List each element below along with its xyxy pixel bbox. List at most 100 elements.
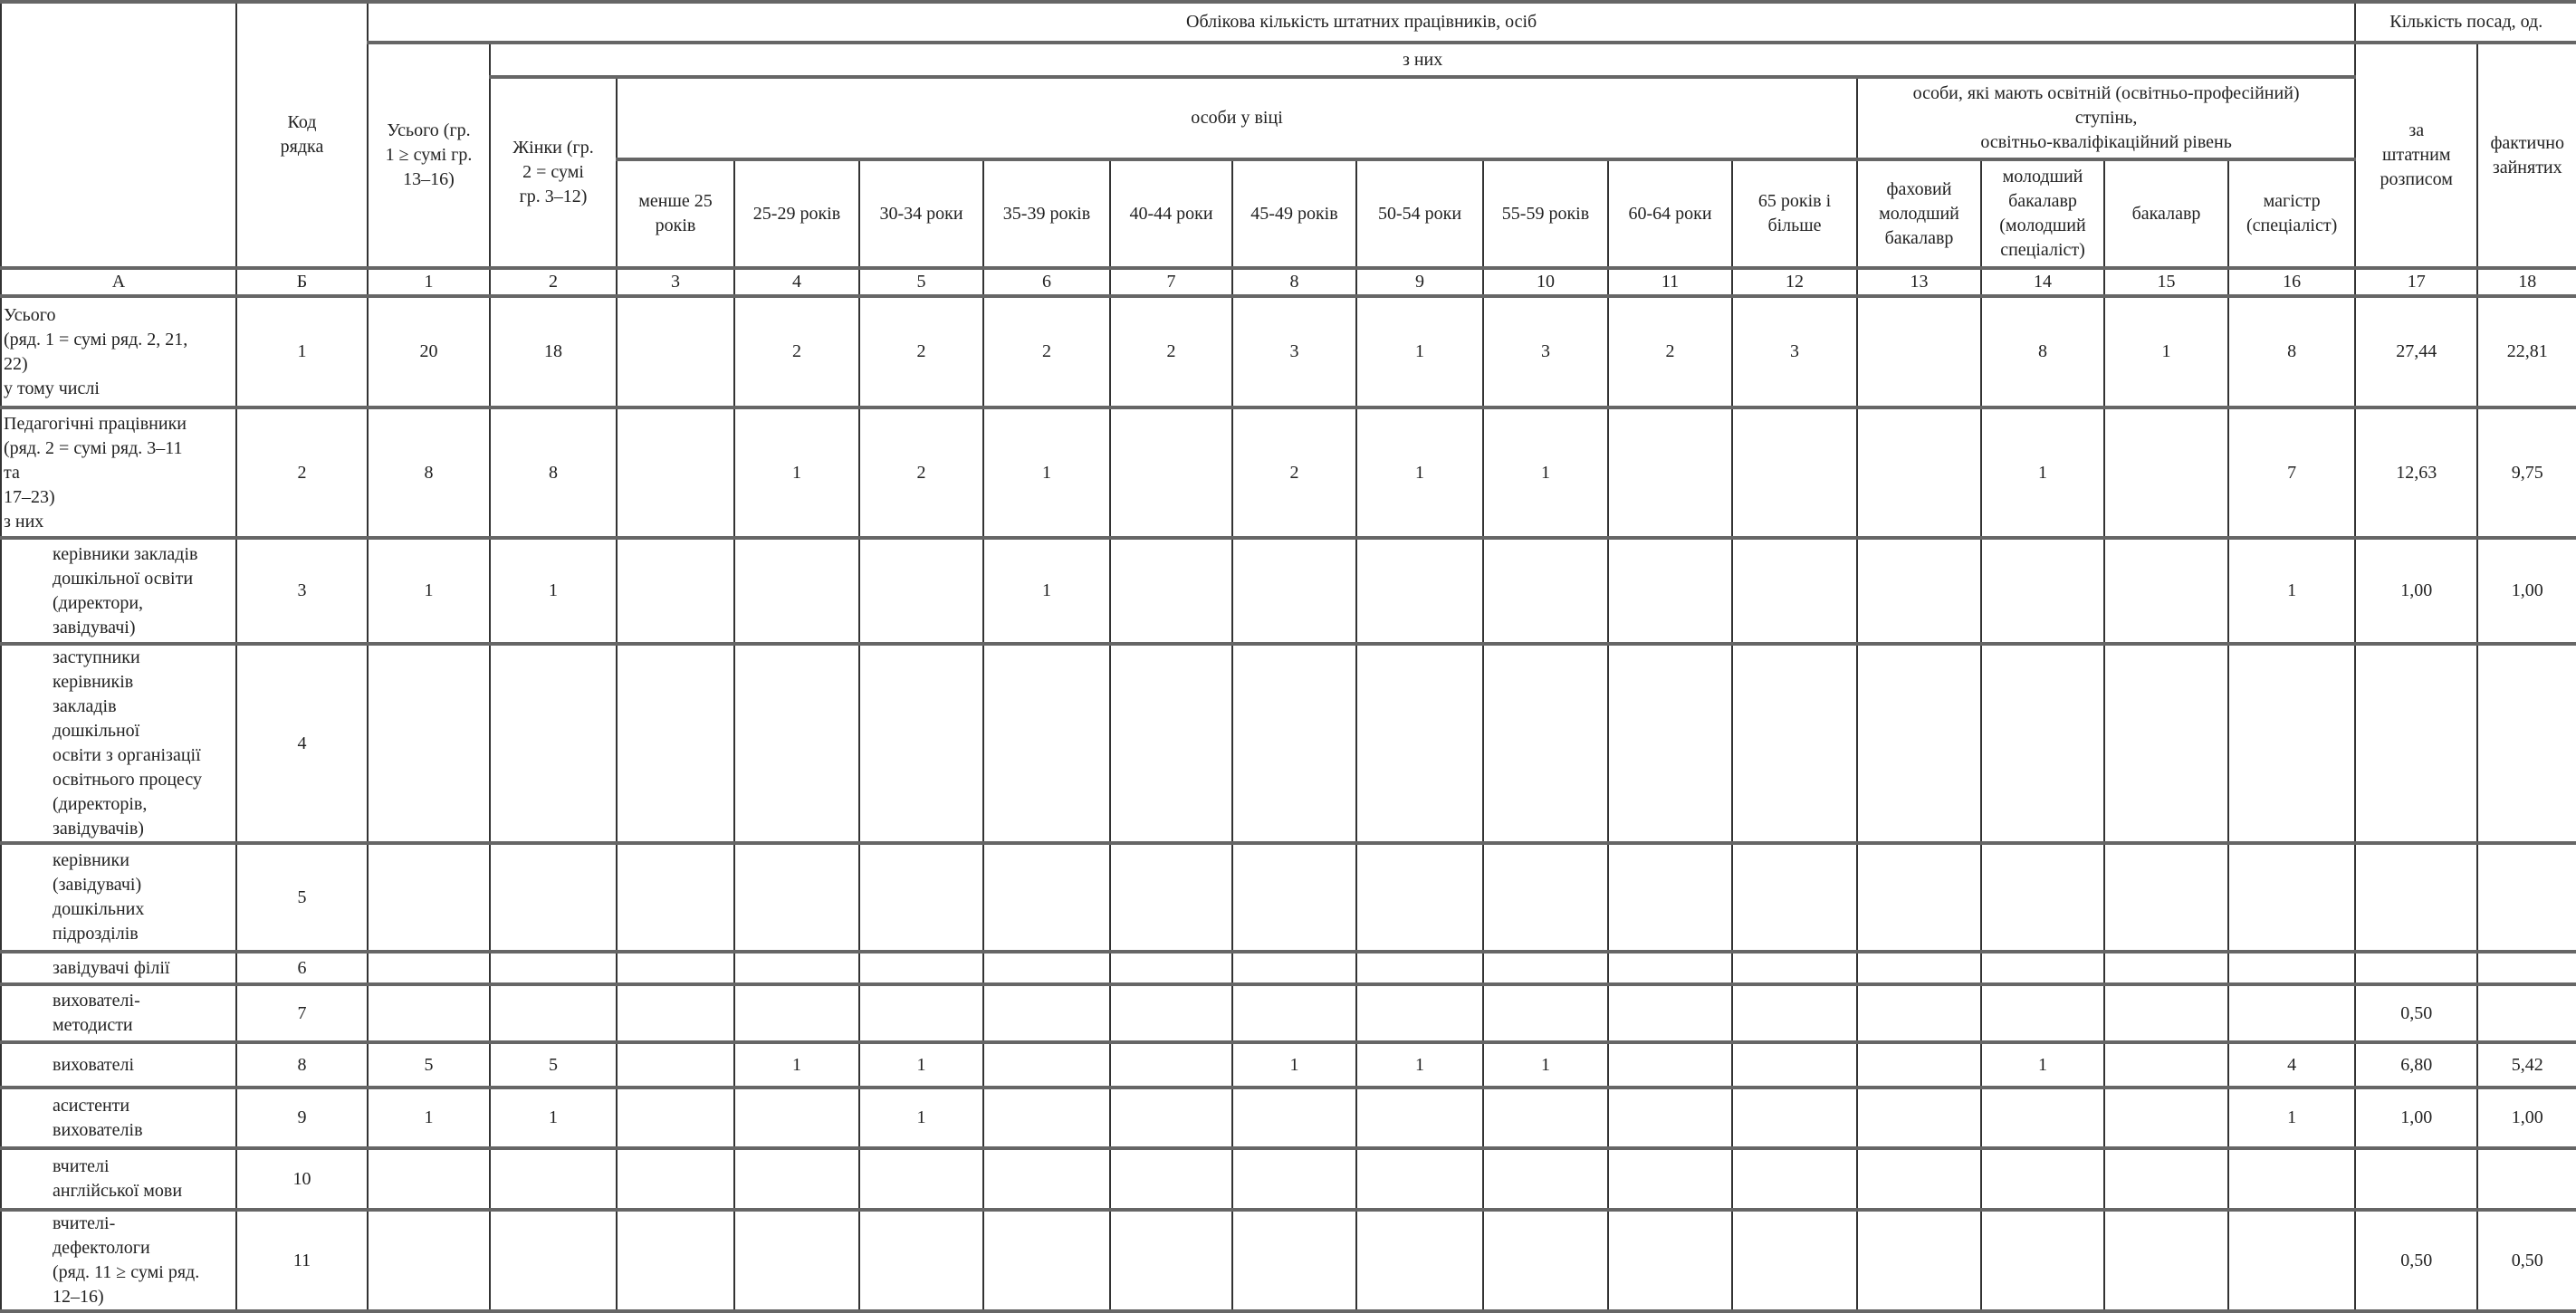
table-cell: 1 (982, 536, 1111, 646)
column-number: 14 (1980, 266, 2105, 298)
table-cell (1231, 1086, 1357, 1150)
column-number: 16 (2226, 266, 2357, 298)
table-cell: 0,50 (2354, 1208, 2479, 1313)
table-cell (1856, 1208, 1982, 1313)
table-cell (2354, 642, 2479, 845)
row-code: 11 (235, 1208, 369, 1313)
table-cell (982, 1208, 1111, 1313)
column-number: 17 (2354, 266, 2479, 298)
row-code: 10 (235, 1146, 369, 1212)
table-cell (733, 1086, 860, 1150)
header-row-code: Код рядка (235, 0, 369, 270)
table-cell: 1 (489, 1086, 618, 1150)
table-cell (616, 982, 735, 1044)
table-cell (2476, 950, 2576, 986)
table-cell (858, 950, 984, 986)
row-label: керівники закладів дошкільної освіти (ди… (0, 536, 237, 646)
table-cell (733, 642, 860, 845)
table-cell (1355, 1208, 1484, 1313)
table-cell: 1 (733, 1040, 860, 1089)
table-cell (733, 841, 860, 954)
table-cell: 8 (367, 406, 491, 540)
table-cell: 1 (1980, 406, 2105, 540)
table-cell (1856, 982, 1982, 1044)
row-code: 6 (235, 950, 369, 986)
table-cell (2476, 1146, 2576, 1212)
table-cell (2226, 982, 2357, 1044)
table-cell (2103, 642, 2229, 845)
table-cell (1856, 841, 1982, 954)
column-number: 10 (1482, 266, 1609, 298)
table-cell (2226, 841, 2357, 954)
table-cell: 2 (1231, 406, 1357, 540)
table-cell: 4 (2226, 1040, 2357, 1089)
table-cell (1607, 1208, 1733, 1313)
header-education-level: молодший бакалавр (молодший спеціаліст) (1980, 158, 2105, 270)
column-number: 5 (858, 266, 984, 298)
header-age-group: менше 25 років (616, 158, 735, 270)
table-cell (367, 1146, 491, 1212)
table-cell (733, 536, 860, 646)
table-cell (616, 1208, 735, 1313)
table-row: завідувачі філії 6 (0, 950, 2576, 986)
table-cell: 2 (858, 406, 984, 540)
table-cell (982, 1086, 1111, 1150)
table-cell (367, 1208, 491, 1313)
table-cell: 1 (1482, 1040, 1609, 1089)
table-cell: 8 (1980, 294, 2105, 409)
table-cell: 1 (367, 1086, 491, 1150)
table-cell: 2 (733, 294, 860, 409)
table-cell (2103, 536, 2229, 646)
column-number: 11 (1607, 266, 1733, 298)
table-cell: 1 (1355, 294, 1484, 409)
table-cell (616, 1040, 735, 1089)
table-cell (2476, 982, 2576, 1044)
table-cell: 8 (489, 406, 618, 540)
table-cell: 27,44 (2354, 294, 2479, 409)
table-cell (1980, 642, 2105, 845)
row-label: завідувачі філії (0, 950, 237, 986)
table-cell (982, 841, 1111, 954)
table-cell (2103, 1086, 2229, 1150)
column-number: 9 (1355, 266, 1484, 298)
header-women: Жінки (гр. 2 = сумі гр. 3–12) (489, 75, 618, 270)
table-cell (1109, 1146, 1233, 1212)
column-number: 3 (616, 266, 735, 298)
table-cell (1607, 950, 1733, 986)
table-cell: 1 (982, 406, 1111, 540)
table-cell (616, 406, 735, 540)
table-row: керівники (завідувачі) дошкільних підроз… (0, 841, 2576, 954)
table-cell (489, 841, 618, 954)
table-cell: 2 (1109, 294, 1233, 409)
table-cell (2226, 950, 2357, 986)
table-cell: 5 (489, 1040, 618, 1089)
table-cell: 2 (1607, 294, 1733, 409)
table-cell: 2 (858, 294, 984, 409)
table-cell (1731, 841, 1858, 954)
table-cell (1231, 1146, 1357, 1212)
table-cell (1856, 1146, 1982, 1212)
table-cell (1980, 950, 2105, 986)
table-header: Код рядка Облікова кількість штатних пра… (0, 0, 2576, 298)
table-cell (2103, 950, 2229, 986)
table-cell (1607, 642, 1733, 845)
table-cell (1355, 536, 1484, 646)
table-cell (1109, 1040, 1233, 1089)
table-cell (1231, 642, 1357, 845)
table-row: вихователі- методисти 7 0,50 (0, 982, 2576, 1044)
table-row: вихователі 8 5 5 1 1 1 1 1 1 4 6,80 5,42 (0, 1040, 2576, 1089)
table-cell (1231, 536, 1357, 646)
column-number: 13 (1856, 266, 1982, 298)
table-cell: 1,00 (2354, 1086, 2479, 1150)
table-cell (1482, 1086, 1609, 1150)
table-cell (858, 1146, 984, 1212)
header-age-group: 45-49 років (1231, 158, 1357, 270)
table-cell: 6,80 (2354, 1040, 2479, 1089)
table-cell: 1,00 (2476, 536, 2576, 646)
table-cell (1482, 642, 1609, 845)
row-code: 7 (235, 982, 369, 1044)
table-cell: 1 (1482, 406, 1609, 540)
table-cell (982, 642, 1111, 845)
table-cell (1856, 1040, 1982, 1089)
row-label: вихователі- методисти (0, 982, 237, 1044)
